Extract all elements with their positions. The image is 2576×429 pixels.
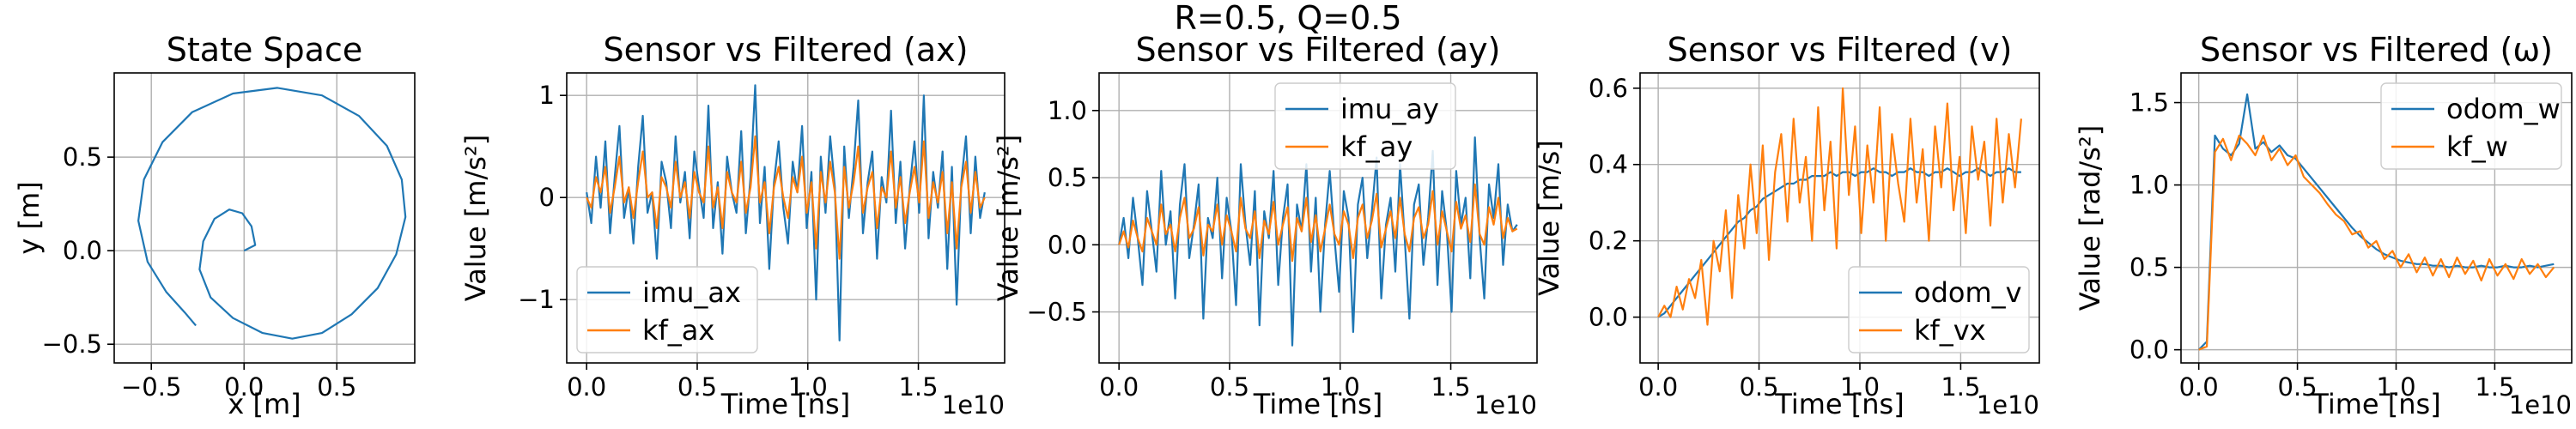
y-tick-label: 0.2 bbox=[1589, 227, 1628, 256]
legend: odom_v kf_vx bbox=[1848, 266, 2030, 353]
y-tick-label: −0.5 bbox=[42, 329, 102, 359]
subplot-title: Sensor vs Filtered (v) bbox=[1668, 31, 2013, 69]
subplot-title: Sensor vs Filtered (ω) bbox=[2200, 31, 2553, 69]
x-axis-label: Time [ns] bbox=[1253, 388, 1382, 420]
x-tick-label: 1.5 bbox=[2475, 372, 2514, 402]
x-tick-label: 0.0 bbox=[224, 372, 264, 402]
y-tick-label: 0.5 bbox=[2129, 253, 2169, 282]
series-line-imu_ay bbox=[1118, 136, 1518, 347]
subplot-1: −0.5 0.0 0.5 −0.5 0.0 0.5 State Space x [m] y [m… bbox=[13, 31, 416, 420]
x-tick-label: −0.5 bbox=[121, 372, 181, 402]
y-tick-label: 1.0 bbox=[2129, 171, 2169, 200]
x-tick-label: 1.0 bbox=[1840, 372, 1880, 402]
x-offset-label: 1e10 bbox=[1474, 390, 1537, 420]
x-tick-label: 0.5 bbox=[1210, 372, 1249, 402]
x-axis-label: Time [ns] bbox=[2311, 388, 2440, 420]
plot-frame bbox=[2180, 72, 2573, 364]
x-axis-label: Time [ns] bbox=[1774, 388, 1904, 420]
plot-frame bbox=[113, 72, 416, 364]
x-tick-label: 1.0 bbox=[788, 372, 828, 402]
plot-frame bbox=[1098, 72, 1538, 364]
y-tick-label: 1 bbox=[539, 81, 555, 110]
y-tick-label: 0.5 bbox=[63, 142, 102, 172]
x-tick-label: 1.0 bbox=[1321, 372, 1360, 402]
x-tick-label: 0.0 bbox=[1638, 372, 1678, 402]
subplot-2: 0.0 0.5 1.0 1.5 −1 0 1 Sensor vs Filtered (ax) T… bbox=[459, 31, 1005, 420]
subplot-4: 0.0 0.5 1.0 1.5 0.0 0.2 0.4 0.6 Sensor vs Filter… bbox=[1533, 31, 2040, 420]
legend-entry: kf_w bbox=[2446, 130, 2508, 163]
x-axis-label: x [m] bbox=[228, 388, 301, 420]
y-axis-label: Value [m/s] bbox=[1533, 140, 1565, 296]
legend-entry: kf_ax bbox=[642, 314, 714, 347]
subplot-3: 0.0 0.5 1.0 1.5 −0.5 0.0 0.5 1.0 Sensor vs Filte… bbox=[992, 31, 1538, 420]
legend-entry: imu_ay bbox=[1340, 93, 1439, 125]
x-tick-label: 0.5 bbox=[1739, 372, 1778, 402]
x-tick-label: 0.0 bbox=[2179, 372, 2219, 402]
legend-entry: imu_ax bbox=[642, 276, 741, 309]
legend: imu_ax kf_ax bbox=[576, 266, 758, 353]
series-line-kf_vx bbox=[1657, 87, 2022, 326]
y-tick-label: 0.0 bbox=[1048, 230, 1087, 259]
subplot-5: 0.0 0.5 1.0 1.5 0.0 0.5 1.0 1.5 Sensor vs Filter… bbox=[2074, 31, 2573, 420]
figure-suptitle: R=0.5, Q=0.5 bbox=[1174, 0, 1401, 37]
x-tick-label: 1.5 bbox=[1431, 372, 1470, 402]
series-line-kf_w bbox=[2198, 134, 2555, 351]
x-tick-label: 1.5 bbox=[898, 372, 938, 402]
legend-entry: odom_v bbox=[1914, 276, 2022, 309]
y-axis-label: y [m] bbox=[13, 181, 46, 254]
x-tick-label: 0.0 bbox=[1099, 372, 1139, 402]
subplot-title: State Space bbox=[167, 31, 362, 69]
y-tick-label: 1.5 bbox=[2129, 88, 2169, 118]
legend-entry: kf_vx bbox=[1914, 314, 1986, 347]
y-tick-label: 0.0 bbox=[63, 236, 102, 265]
x-tick-label: 1.5 bbox=[1941, 372, 1980, 402]
y-tick-label: −0.5 bbox=[1027, 298, 1087, 327]
x-offset-label: 1e10 bbox=[2509, 390, 2572, 420]
plot-frame bbox=[1639, 72, 2040, 364]
legend: odom_w kf_w bbox=[2380, 82, 2562, 170]
y-axis-label: Value [m/s²] bbox=[992, 135, 1024, 301]
x-offset-label: 1e10 bbox=[1977, 390, 2039, 420]
legend-entry: odom_w bbox=[2446, 93, 2561, 125]
subplot-title: Sensor vs Filtered (ax) bbox=[604, 31, 969, 69]
y-axis-label: Value [rad/s²] bbox=[2074, 125, 2106, 311]
series-line-series-0 bbox=[137, 87, 407, 340]
y-tick-label: 0.4 bbox=[1589, 150, 1628, 179]
subplot-title: Sensor vs Filtered (ay) bbox=[1136, 31, 1501, 69]
x-axis-label: Time [ns] bbox=[720, 388, 850, 420]
y-tick-label: 0.0 bbox=[1589, 303, 1628, 332]
x-tick-label: 1.0 bbox=[2376, 372, 2415, 402]
series-line-kf_ax bbox=[586, 135, 986, 260]
x-tick-label: 0.5 bbox=[317, 372, 356, 402]
y-tick-label: 0 bbox=[539, 183, 555, 212]
y-tick-label: 0.5 bbox=[1048, 163, 1087, 192]
y-tick-label: 1.0 bbox=[1048, 96, 1087, 125]
y-tick-label: −1 bbox=[518, 285, 555, 314]
x-tick-label: 0.0 bbox=[567, 372, 606, 402]
legend: imu_ay kf_ay bbox=[1274, 82, 1456, 170]
series-line-kf_ay bbox=[1118, 183, 1518, 263]
y-tick-label: 0.6 bbox=[1589, 74, 1628, 103]
x-tick-label: 0.5 bbox=[677, 372, 717, 402]
plot-frame bbox=[566, 72, 1005, 364]
y-tick-label: 0.0 bbox=[2129, 335, 2169, 365]
y-axis-label: Value [m/s²] bbox=[459, 135, 492, 301]
legend-entry: kf_ay bbox=[1340, 130, 1413, 163]
x-offset-label: 1e10 bbox=[942, 390, 1005, 420]
x-tick-label: 0.5 bbox=[2278, 372, 2318, 402]
